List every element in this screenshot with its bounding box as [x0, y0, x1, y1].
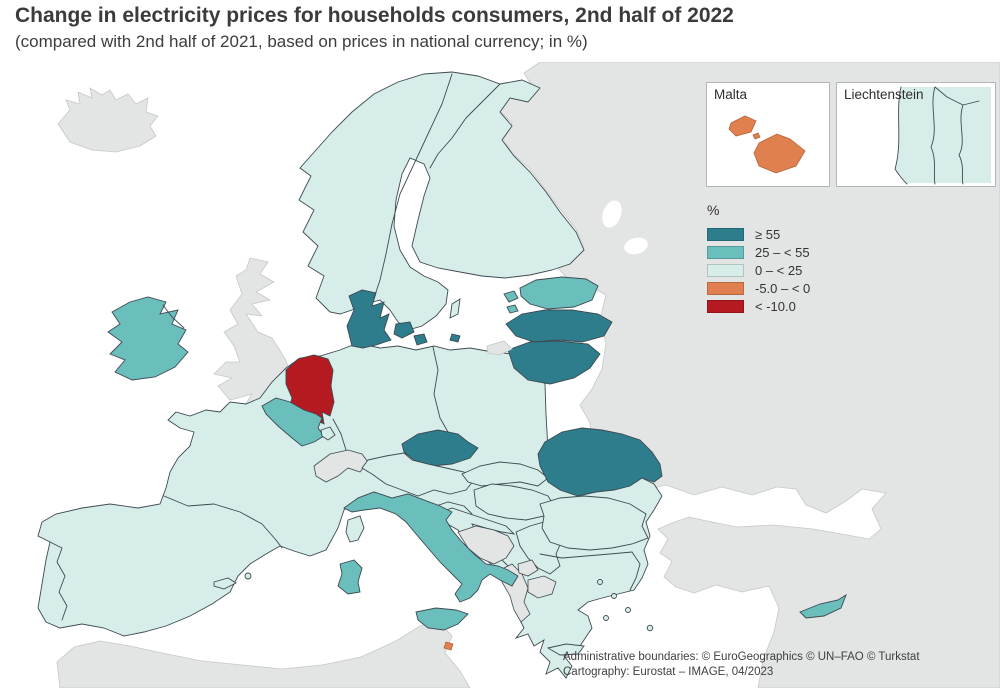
liechtenstein-inset-map	[894, 86, 991, 185]
border-germany-poland	[432, 346, 449, 433]
legend-swatch-neg5-0	[707, 281, 744, 295]
legend-swatch-0-25	[707, 263, 744, 277]
map-area: Malta Liechtenstein % ≥ 55 25 – < 55	[0, 62, 1000, 688]
islands-balearic	[213, 577, 237, 590]
border-france-spain	[163, 495, 283, 549]
liechtenstein-border-west	[894, 86, 908, 185]
border-northern-ireland	[162, 304, 185, 329]
credits-cartography: Cartography: Eurostat – IMAGE, 04/2023	[563, 666, 774, 678]
border-france-germany	[332, 418, 347, 451]
country-north-macedonia	[527, 575, 557, 599]
legend-row: 25 – < 55	[707, 243, 810, 261]
country-italy	[343, 491, 519, 603]
country-bosnia	[457, 525, 515, 565]
country-austria	[361, 452, 475, 497]
island-sardinia	[337, 559, 363, 595]
island-corsica	[345, 515, 365, 543]
map-credits: Administrative boundaries: © EuroGeograp…	[563, 650, 920, 680]
aegean-island	[625, 607, 631, 613]
island-sicily	[415, 607, 469, 631]
credits-boundaries: Administrative boundaries: © EuroGeograp…	[563, 651, 920, 663]
liechtenstein-border-top	[934, 86, 980, 106]
lake-onega	[624, 237, 648, 255]
europe-choropleth-map	[37, 62, 1000, 688]
country-malta-dot	[443, 641, 454, 651]
island-rhodes	[646, 624, 654, 632]
island-malta-main	[753, 133, 806, 174]
region-north-africa	[56, 622, 471, 688]
liechtenstein-region	[895, 87, 991, 183]
legend-row: ≥ 55	[707, 225, 810, 243]
legend-label: -5.0 – < 0	[755, 280, 811, 296]
border-norway-sweden	[373, 73, 453, 299]
liechtenstein-border-east	[958, 104, 964, 185]
region-kaliningrad	[486, 340, 513, 356]
inset-liechtenstein: Liechtenstein	[836, 82, 996, 187]
page-title: Change in electricity prices for househo…	[15, 4, 734, 27]
country-czechia	[401, 429, 479, 467]
legend-label: 0 – < 25	[755, 262, 803, 278]
island-menorca	[244, 572, 252, 580]
estonia-islands	[503, 290, 519, 314]
country-cyprus	[799, 593, 847, 619]
legend-title: %	[707, 202, 720, 218]
country-bulgaria	[539, 495, 649, 551]
country-romania	[537, 427, 663, 497]
aegean-island	[597, 579, 603, 585]
legend-swatch-25-55	[707, 245, 744, 259]
legend-row: -5.0 – < 0	[707, 279, 810, 297]
lake-ladoga	[602, 200, 622, 228]
country-russia-east-block	[497, 62, 1000, 688]
island-gotland	[449, 298, 461, 319]
aegean-island	[603, 615, 609, 621]
country-latvia	[505, 309, 613, 343]
denmark-islands	[393, 321, 461, 346]
country-ireland	[107, 296, 189, 381]
header: Change in electricity prices for househo…	[15, 4, 734, 52]
island-comino	[752, 132, 761, 140]
country-estonia	[519, 276, 599, 310]
border-spain-portugal	[49, 541, 68, 621]
legend-row: 0 – < 25	[707, 261, 810, 279]
legend-label: 25 – < 55	[755, 244, 810, 260]
legend-label: ≥ 55	[755, 226, 781, 242]
country-slovakia	[461, 461, 549, 487]
island-gozo	[728, 115, 757, 137]
country-lithuania	[507, 340, 601, 385]
border-greece-north	[539, 551, 641, 591]
country-switzerland	[313, 449, 369, 483]
inset-malta: Malta	[706, 82, 830, 187]
malta-inset-map	[728, 115, 806, 174]
legend-label: < -10.0	[755, 298, 796, 314]
country-denmark	[346, 289, 392, 349]
inset-malta-label: Malta	[714, 87, 748, 102]
legend-swatch-lt-neg10	[707, 299, 744, 313]
border-finland-sweden	[429, 83, 501, 169]
page-subtitle: (compared with 2nd half of 2021, based o…	[15, 32, 588, 51]
aegean-island	[611, 593, 617, 599]
country-luxembourg	[320, 426, 336, 441]
country-iceland	[57, 87, 159, 153]
legend-row: < -10.0	[707, 297, 810, 315]
region-fennoscandia	[298, 71, 585, 331]
liechtenstein-border-mid	[930, 86, 936, 185]
map-legend: % ≥ 55 25 – < 55 0 – < 25 -5.0 – < 0 < -…	[707, 202, 810, 315]
inset-liechtenstein-label: Liechtenstein	[844, 87, 924, 102]
legend-swatch-ge55	[707, 227, 744, 241]
island-crete	[546, 643, 585, 656]
country-kosovo	[517, 559, 539, 577]
